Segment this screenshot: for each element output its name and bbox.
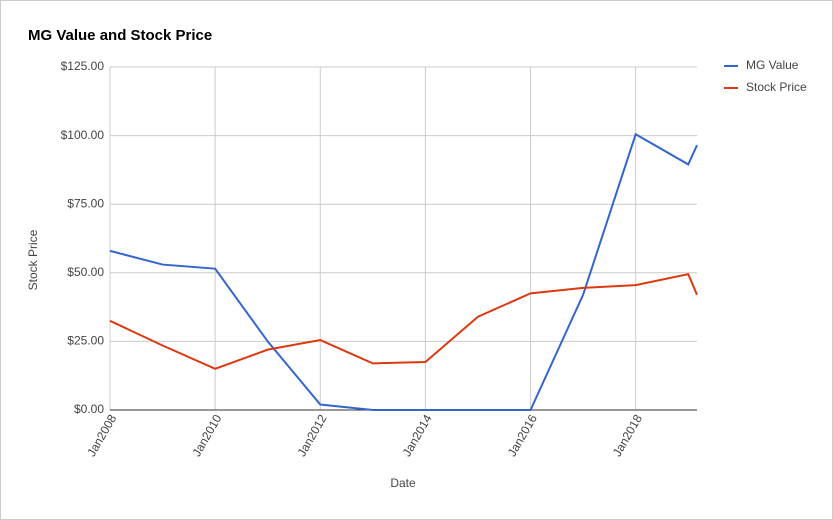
x-axis-label: Date — [390, 476, 416, 490]
chart-title: MG Value and Stock Price — [28, 27, 212, 44]
y-tick-label: $75.00 — [67, 196, 104, 210]
y-axis-label: Stock Price — [26, 229, 40, 290]
legend-label: MG Value — [746, 58, 799, 72]
legend-label: Stock Price — [746, 80, 807, 94]
y-tick-label: $50.00 — [67, 265, 104, 279]
line-series — [109, 273, 698, 370]
y-tick-label: $0.00 — [74, 402, 104, 416]
y-tick-label: $100.00 — [61, 128, 105, 142]
y-tick-label: $25.00 — [67, 334, 104, 348]
y-tick-label: $125.00 — [61, 59, 105, 73]
line-series — [109, 132, 698, 411]
